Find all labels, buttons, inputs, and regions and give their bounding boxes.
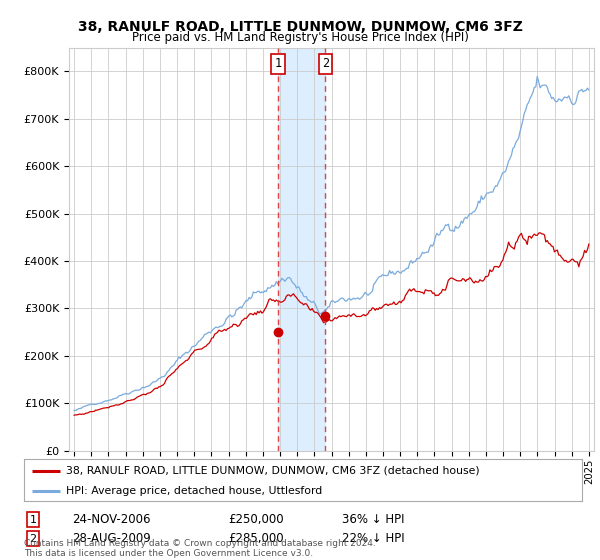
Bar (278, 48, 325, 451)
Text: 28-AUG-2009: 28-AUG-2009 (72, 532, 151, 545)
Text: 24-NOV-2006: 24-NOV-2006 (72, 513, 151, 526)
Text: 38, RANULF ROAD, LITTLE DUNMOW, DUNMOW, CM6 3FZ (detached house): 38, RANULF ROAD, LITTLE DUNMOW, DUNMOW, … (66, 465, 479, 475)
Text: 2: 2 (322, 57, 329, 70)
Text: 22% ↓ HPI: 22% ↓ HPI (342, 532, 404, 545)
Text: Contains HM Land Registry data © Crown copyright and database right 2024.
This d: Contains HM Land Registry data © Crown c… (24, 539, 376, 558)
Text: 38, RANULF ROAD, LITTLE DUNMOW, DUNMOW, CM6 3FZ: 38, RANULF ROAD, LITTLE DUNMOW, DUNMOW, … (77, 20, 523, 34)
Text: 1: 1 (29, 515, 37, 525)
Text: £250,000: £250,000 (228, 513, 284, 526)
Text: HPI: Average price, detached house, Uttlesford: HPI: Average price, detached house, Uttl… (66, 486, 322, 496)
Text: £285,000: £285,000 (228, 532, 284, 545)
Text: 1: 1 (275, 57, 282, 70)
Text: Price paid vs. HM Land Registry's House Price Index (HPI): Price paid vs. HM Land Registry's House … (131, 31, 469, 44)
Text: 36% ↓ HPI: 36% ↓ HPI (342, 513, 404, 526)
Text: 2: 2 (29, 534, 37, 544)
